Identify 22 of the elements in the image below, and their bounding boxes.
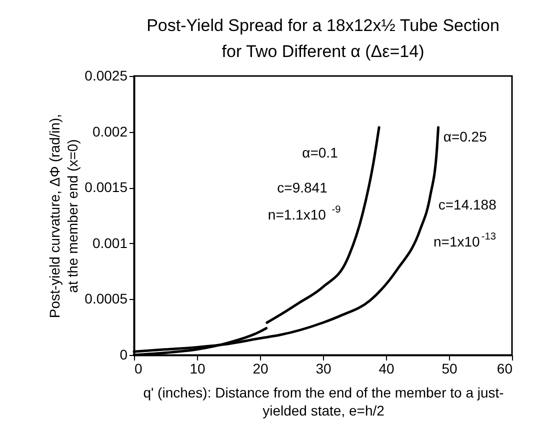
x-tick-label: 50 <box>442 360 458 376</box>
y-tick-label: 0.0015 <box>84 179 128 196</box>
annotation: n=1.1x10-9 <box>268 204 342 222</box>
x-tick-label: 20 <box>252 360 268 376</box>
y-axis-title: Post-yield curvature, ΔΦ (rad/in), at the member end (x=0) <box>46 114 81 318</box>
annotation: α=0.25 <box>443 128 488 144</box>
x-tick-label: 30 <box>316 360 332 376</box>
y-tick-label: 0.002 <box>92 123 128 140</box>
annotation: c=9.841 <box>277 179 328 196</box>
y-tick-label: 0.001 <box>92 234 128 251</box>
x-tick-label: 60 <box>496 360 513 376</box>
annotation: c=14.188 <box>438 196 497 212</box>
annotation: α=0.1 <box>302 144 338 160</box>
text: for Two Different α (Δε=14) <box>222 42 424 61</box>
y-tick-label: 0 <box>120 346 128 362</box>
x-tick-label: 10 <box>190 360 206 376</box>
x-axis-title: q' (inches): Distance from the end of the member to a just- yielded state, e=h/2 <box>143 384 504 418</box>
y-tick-label: 0.0005 <box>84 290 128 307</box>
x-tick-label: 0 <box>134 360 142 376</box>
y-tick-label: 0.0025 <box>84 68 128 84</box>
text: Post-Yield Spread for a 18x12x½ Tube Section <box>146 16 500 35</box>
x-tick-label: 40 <box>378 360 394 376</box>
